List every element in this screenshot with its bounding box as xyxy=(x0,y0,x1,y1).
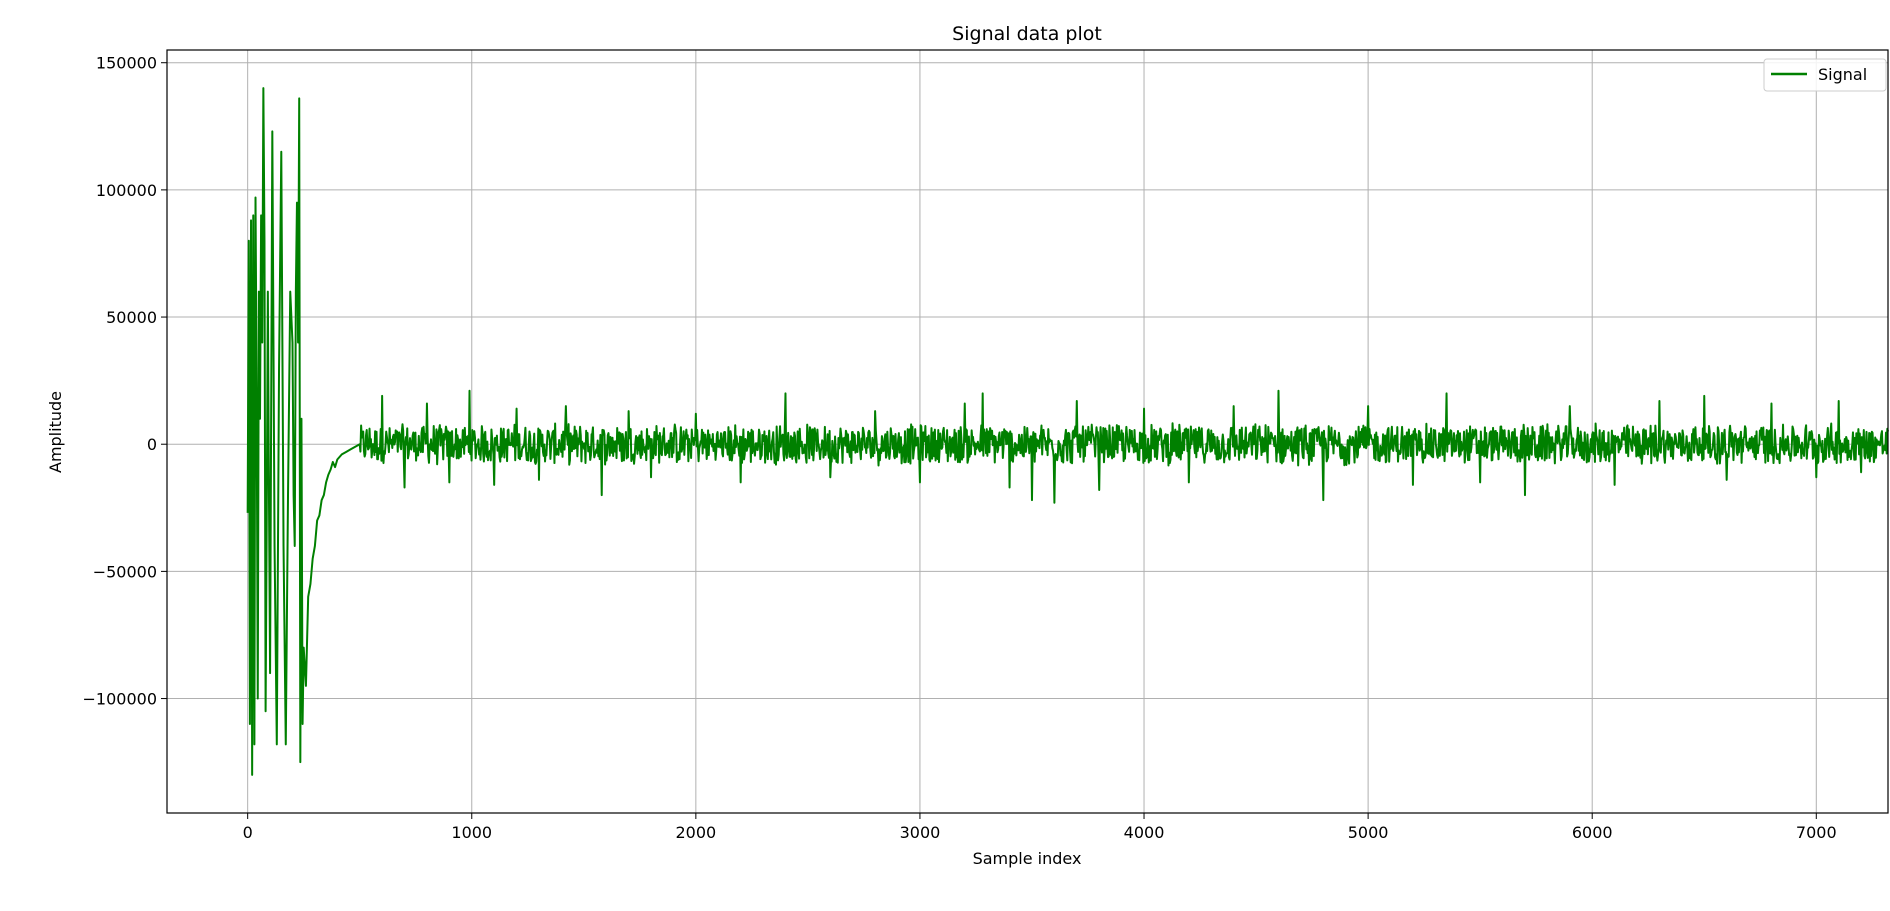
legend-label-signal: Signal xyxy=(1818,65,1867,84)
x-tick-label: 3000 xyxy=(900,823,941,842)
legend-box xyxy=(1763,58,1887,92)
y-tick-label: −50000 xyxy=(93,562,157,581)
x-tick-label: 5000 xyxy=(1348,823,1389,842)
x-axis-label: Sample index xyxy=(973,849,1082,868)
y-tick-label: 150000 xyxy=(96,54,157,73)
plot-frame xyxy=(166,49,1889,814)
series-line-signal xyxy=(246,87,1889,776)
legend: Signal xyxy=(1763,58,1887,92)
y-tick-label: 100000 xyxy=(96,181,157,200)
x-tick-label: 1000 xyxy=(451,823,492,842)
series-layer xyxy=(246,87,1889,776)
tick-layer: 0 1000 2000 3000 4000 5000 6000 7000 −100000 −500… xyxy=(83,54,1837,842)
y-tick-label: 0 xyxy=(147,435,157,454)
x-tick-label: 7000 xyxy=(1796,823,1837,842)
y-axis-label: Amplitude xyxy=(46,391,65,473)
y-tick-label: −100000 xyxy=(83,690,157,709)
x-tick-label: 2000 xyxy=(675,823,716,842)
x-tick-label: 0 xyxy=(243,823,253,842)
x-tick-label: 6000 xyxy=(1572,823,1613,842)
x-tick-label: 4000 xyxy=(1124,823,1165,842)
y-tick-label: 50000 xyxy=(106,308,157,327)
chart-title: Signal data plot xyxy=(952,23,1102,45)
